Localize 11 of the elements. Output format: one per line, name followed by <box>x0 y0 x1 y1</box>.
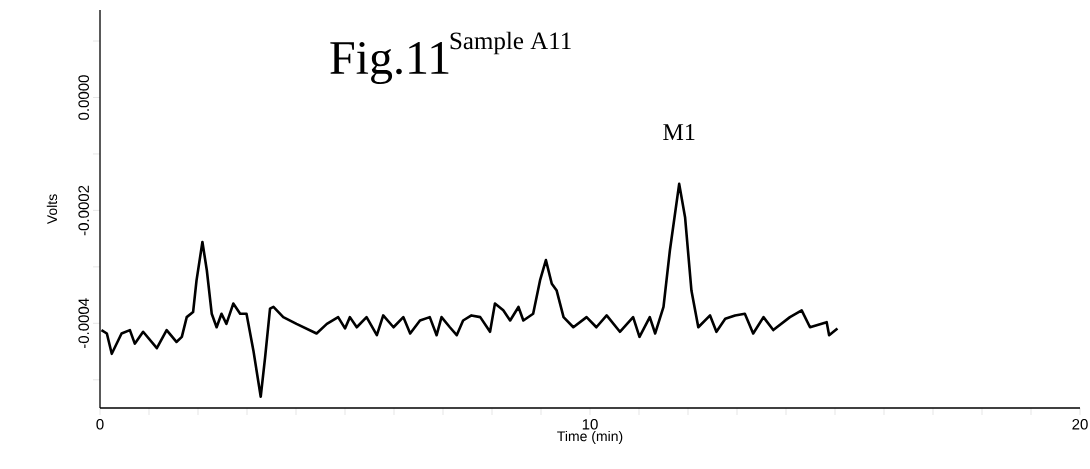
text: Fig.11 <box>330 41 449 85</box>
text: Sample A11 <box>450 31 571 55</box>
x-tick-label: 10 <box>582 418 598 430</box>
y-axis-title: Volts <box>46 194 58 225</box>
x-axis-title: Time (min) <box>557 430 623 444</box>
y-tick-label: -0.0002 <box>78 185 90 236</box>
annotation: M1 <box>663 124 695 140</box>
x-tick-label: 20 <box>1072 418 1088 430</box>
x-tick-label: 0 <box>96 418 104 430</box>
y-tick-label: -0.0004 <box>78 298 90 349</box>
y-tick-label: 0.0000 <box>78 75 90 120</box>
